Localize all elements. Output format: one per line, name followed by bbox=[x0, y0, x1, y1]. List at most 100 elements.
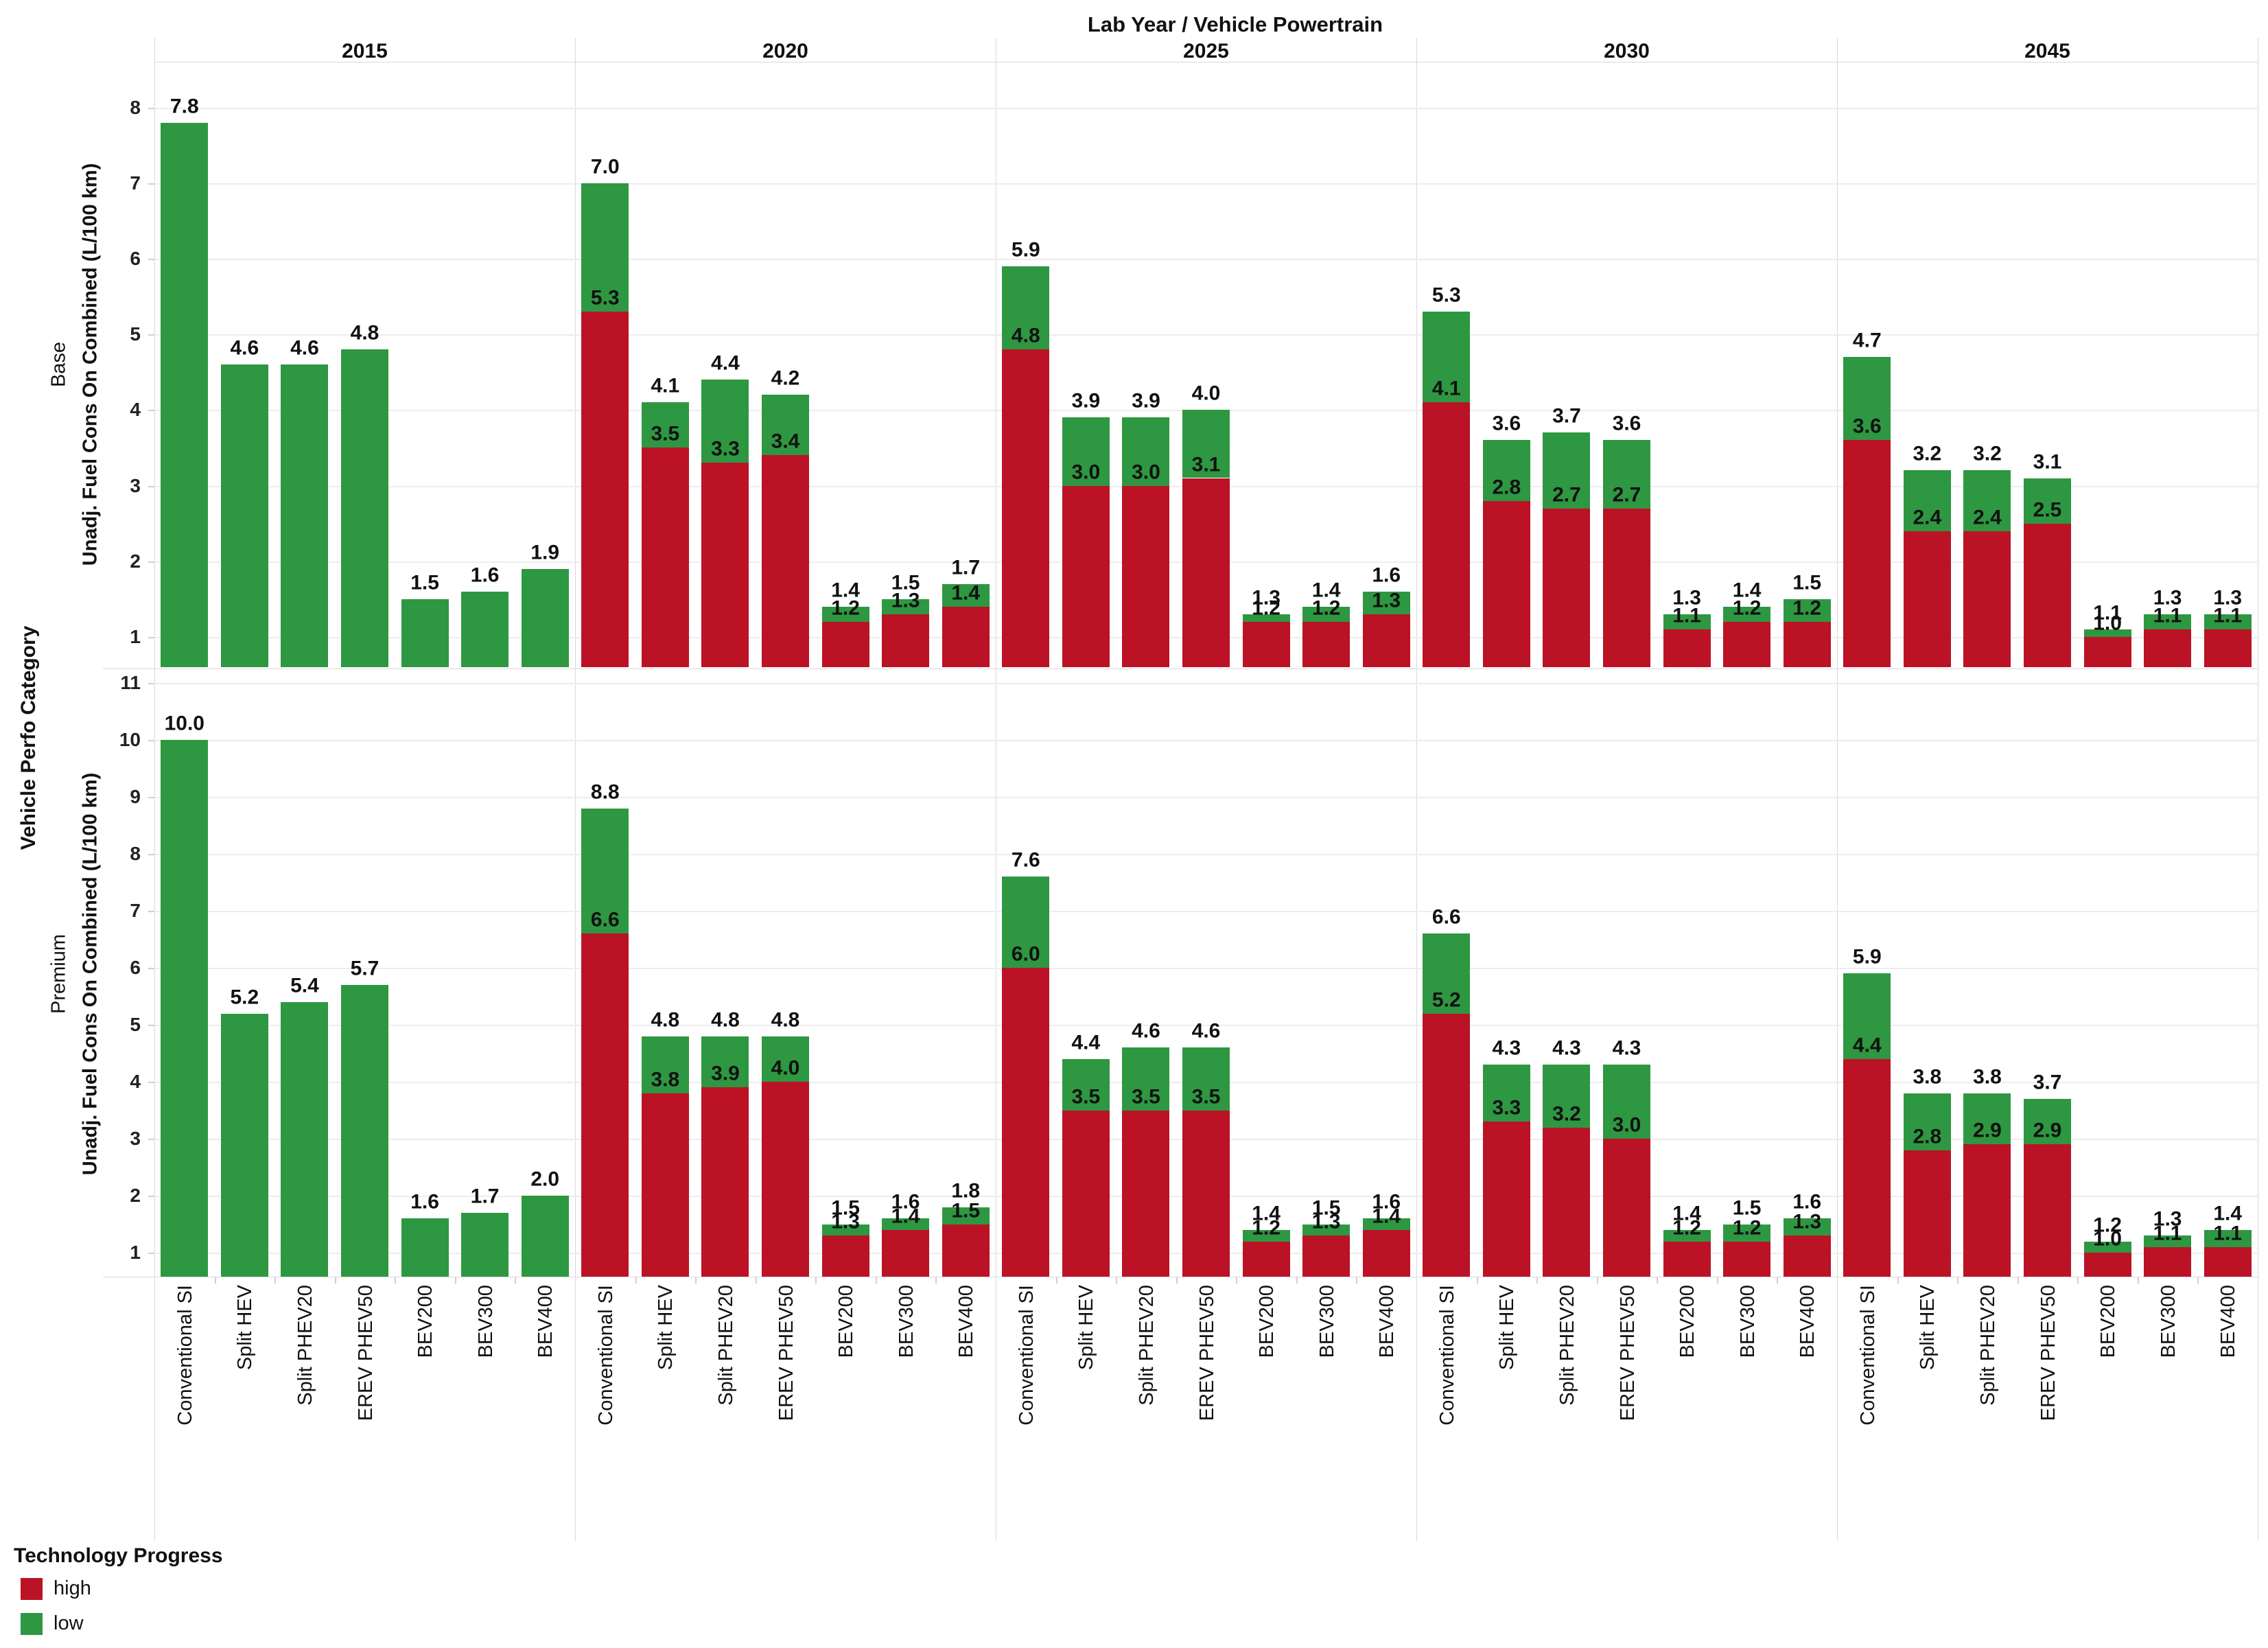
bar-segment-low bbox=[942, 1207, 990, 1225]
gridline bbox=[154, 258, 2258, 260]
x-axis-tick bbox=[1716, 1277, 1718, 1284]
y-axis-tick-label: 5 bbox=[130, 323, 141, 345]
bar-segment-low bbox=[1122, 1047, 1170, 1111]
bar-value-label-high: 2.4 bbox=[1973, 506, 2002, 529]
bar-segment-low bbox=[2203, 614, 2252, 629]
y-axis-tick-label: 2 bbox=[130, 1185, 141, 1207]
bar-segment-low bbox=[1002, 877, 1050, 968]
bar-segment-high bbox=[2203, 1246, 2252, 1277]
bar-value-label-total: 3.7 bbox=[1552, 404, 1581, 428]
bar-value-label-high: 1.1 bbox=[2213, 1222, 2243, 1245]
bar-segment-high bbox=[1963, 531, 2011, 667]
legend-label-high: high bbox=[54, 1577, 91, 1599]
y-axis-tick-label: 6 bbox=[130, 247, 141, 269]
bar-value-label-high: 1.2 bbox=[1311, 596, 1341, 620]
bar-segment-high bbox=[1302, 1235, 1351, 1277]
bar-segment-low bbox=[220, 364, 268, 667]
legend: Technology Progress high low bbox=[14, 1544, 223, 1647]
x-axis-category-label: Split HEV bbox=[1075, 1285, 1098, 1371]
bar-segment-low bbox=[1843, 973, 1891, 1059]
bar-value-label-total: 4.8 bbox=[651, 1008, 680, 1032]
bar-segment-low bbox=[1482, 440, 1530, 501]
y-axis-tick bbox=[148, 107, 154, 109]
bar-value-label-high: 1.3 bbox=[1311, 1210, 1341, 1233]
bar-segment-low bbox=[1182, 410, 1230, 478]
bar-value-label-total: 3.9 bbox=[1132, 389, 1160, 413]
x-axis-tick bbox=[1356, 1277, 1358, 1284]
x-axis-tick bbox=[1116, 1277, 1118, 1284]
bar-segment-high bbox=[2024, 523, 2071, 667]
value-axis-title: Unadj. Fuel Cons On Combined (L/100 km) bbox=[79, 772, 102, 1176]
bar-segment-high bbox=[1423, 1013, 1471, 1277]
x-axis-tick bbox=[755, 1277, 757, 1284]
bar-segment-low bbox=[401, 1218, 449, 1277]
bar-value-label-high: 6.0 bbox=[1011, 942, 1040, 966]
bar-segment-high bbox=[942, 606, 990, 667]
bar-value-label-high: 1.2 bbox=[1252, 1216, 1281, 1240]
y-axis-tick bbox=[148, 1139, 154, 1141]
x-axis-category-label: Split HEV bbox=[1917, 1285, 1939, 1371]
bar-value-label-high: 1.5 bbox=[951, 1199, 981, 1222]
x-axis-tick bbox=[1657, 1277, 1659, 1284]
x-axis-category-label: Split PHEV20 bbox=[1976, 1285, 1999, 1406]
x-axis-category-label: EREV PHEV50 bbox=[354, 1285, 377, 1421]
row-facet-label: Premium bbox=[47, 933, 70, 1014]
bar-value-label-total: 4.4 bbox=[711, 351, 740, 375]
bar-segment-low bbox=[1663, 1229, 1711, 1242]
bar-value-label-total: 1.3 bbox=[2153, 1207, 2182, 1231]
bar-value-label-total: 4.2 bbox=[771, 367, 800, 390]
bar-segment-high bbox=[1843, 440, 1891, 667]
bar-value-label-total: 1.6 bbox=[1372, 564, 1401, 587]
bar-value-label-high: 5.2 bbox=[1431, 988, 1461, 1012]
bar-value-label-high: 1.3 bbox=[1792, 1210, 1822, 1233]
y-axis-tick-label: 8 bbox=[130, 96, 141, 118]
bar-value-label-total: 1.5 bbox=[1732, 1196, 1762, 1220]
bar-segment-high bbox=[1362, 614, 1410, 667]
bar-segment-low bbox=[521, 568, 569, 667]
bar-value-label-high: 1.2 bbox=[831, 596, 860, 620]
x-axis-category-label: Split PHEV20 bbox=[1556, 1285, 1578, 1406]
bar-value-label-total: 3.8 bbox=[1973, 1065, 2002, 1089]
bar-value-label-total: 4.3 bbox=[1492, 1036, 1521, 1060]
x-axis-category-label: Split HEV bbox=[1496, 1285, 1519, 1371]
bar-value-label-high: 3.0 bbox=[1132, 461, 1160, 484]
panel-border-vertical bbox=[154, 38, 155, 1541]
bar-segment-high bbox=[1543, 508, 1591, 667]
bar-segment-high bbox=[1963, 1144, 2011, 1277]
bar-segment-low bbox=[1603, 440, 1650, 509]
bar-segment-high bbox=[1302, 621, 1351, 667]
bar-value-label-total: 4.6 bbox=[1132, 1019, 1160, 1043]
x-axis-category-label: Split PHEV20 bbox=[714, 1285, 737, 1406]
facet-year-label: 2045 bbox=[2024, 40, 2070, 62]
bar-segment-low bbox=[2144, 614, 2192, 629]
x-axis-category-label: Split PHEV20 bbox=[294, 1285, 316, 1406]
y-axis-tick-label: 7 bbox=[130, 172, 141, 194]
bar-segment-high bbox=[1543, 1127, 1591, 1277]
x-axis-tick bbox=[274, 1277, 277, 1284]
bar-value-label-total: 10.0 bbox=[164, 712, 204, 735]
bar-value-label-total: 1.5 bbox=[1792, 571, 1822, 594]
x-axis-category-label: BEV300 bbox=[1316, 1285, 1338, 1358]
gridline bbox=[154, 797, 2258, 799]
y-axis-tick bbox=[148, 334, 154, 336]
bar-value-label-high: 3.5 bbox=[1132, 1085, 1160, 1109]
bar-segment-low bbox=[641, 1036, 689, 1093]
bar-value-label-total: 4.1 bbox=[651, 374, 680, 397]
y-axis-tick bbox=[148, 683, 154, 685]
gridline bbox=[154, 183, 2258, 185]
bar-segment-low bbox=[161, 740, 209, 1277]
bar-segment-high bbox=[2024, 1144, 2071, 1277]
bar-segment-low bbox=[341, 985, 388, 1277]
facet-year-label: 2025 bbox=[1183, 40, 1229, 62]
x-axis-category-label: EREV PHEV50 bbox=[775, 1285, 797, 1421]
bar-value-label-total: 1.3 bbox=[1252, 586, 1281, 610]
bar-value-label-total: 4.4 bbox=[1071, 1031, 1101, 1054]
bar-value-label-total: 7.8 bbox=[169, 95, 199, 118]
bar-segment-low bbox=[2083, 1241, 2131, 1253]
bar-value-label-total: 4.8 bbox=[771, 1008, 800, 1032]
bar-value-label-total: 5.2 bbox=[230, 986, 259, 1009]
bar-value-label-total: 5.9 bbox=[1852, 945, 1882, 968]
bar-value-label-total: 4.7 bbox=[1852, 329, 1882, 352]
bar-segment-low bbox=[1242, 1229, 1290, 1242]
bar-value-label-total: 1.1 bbox=[2093, 601, 2122, 625]
